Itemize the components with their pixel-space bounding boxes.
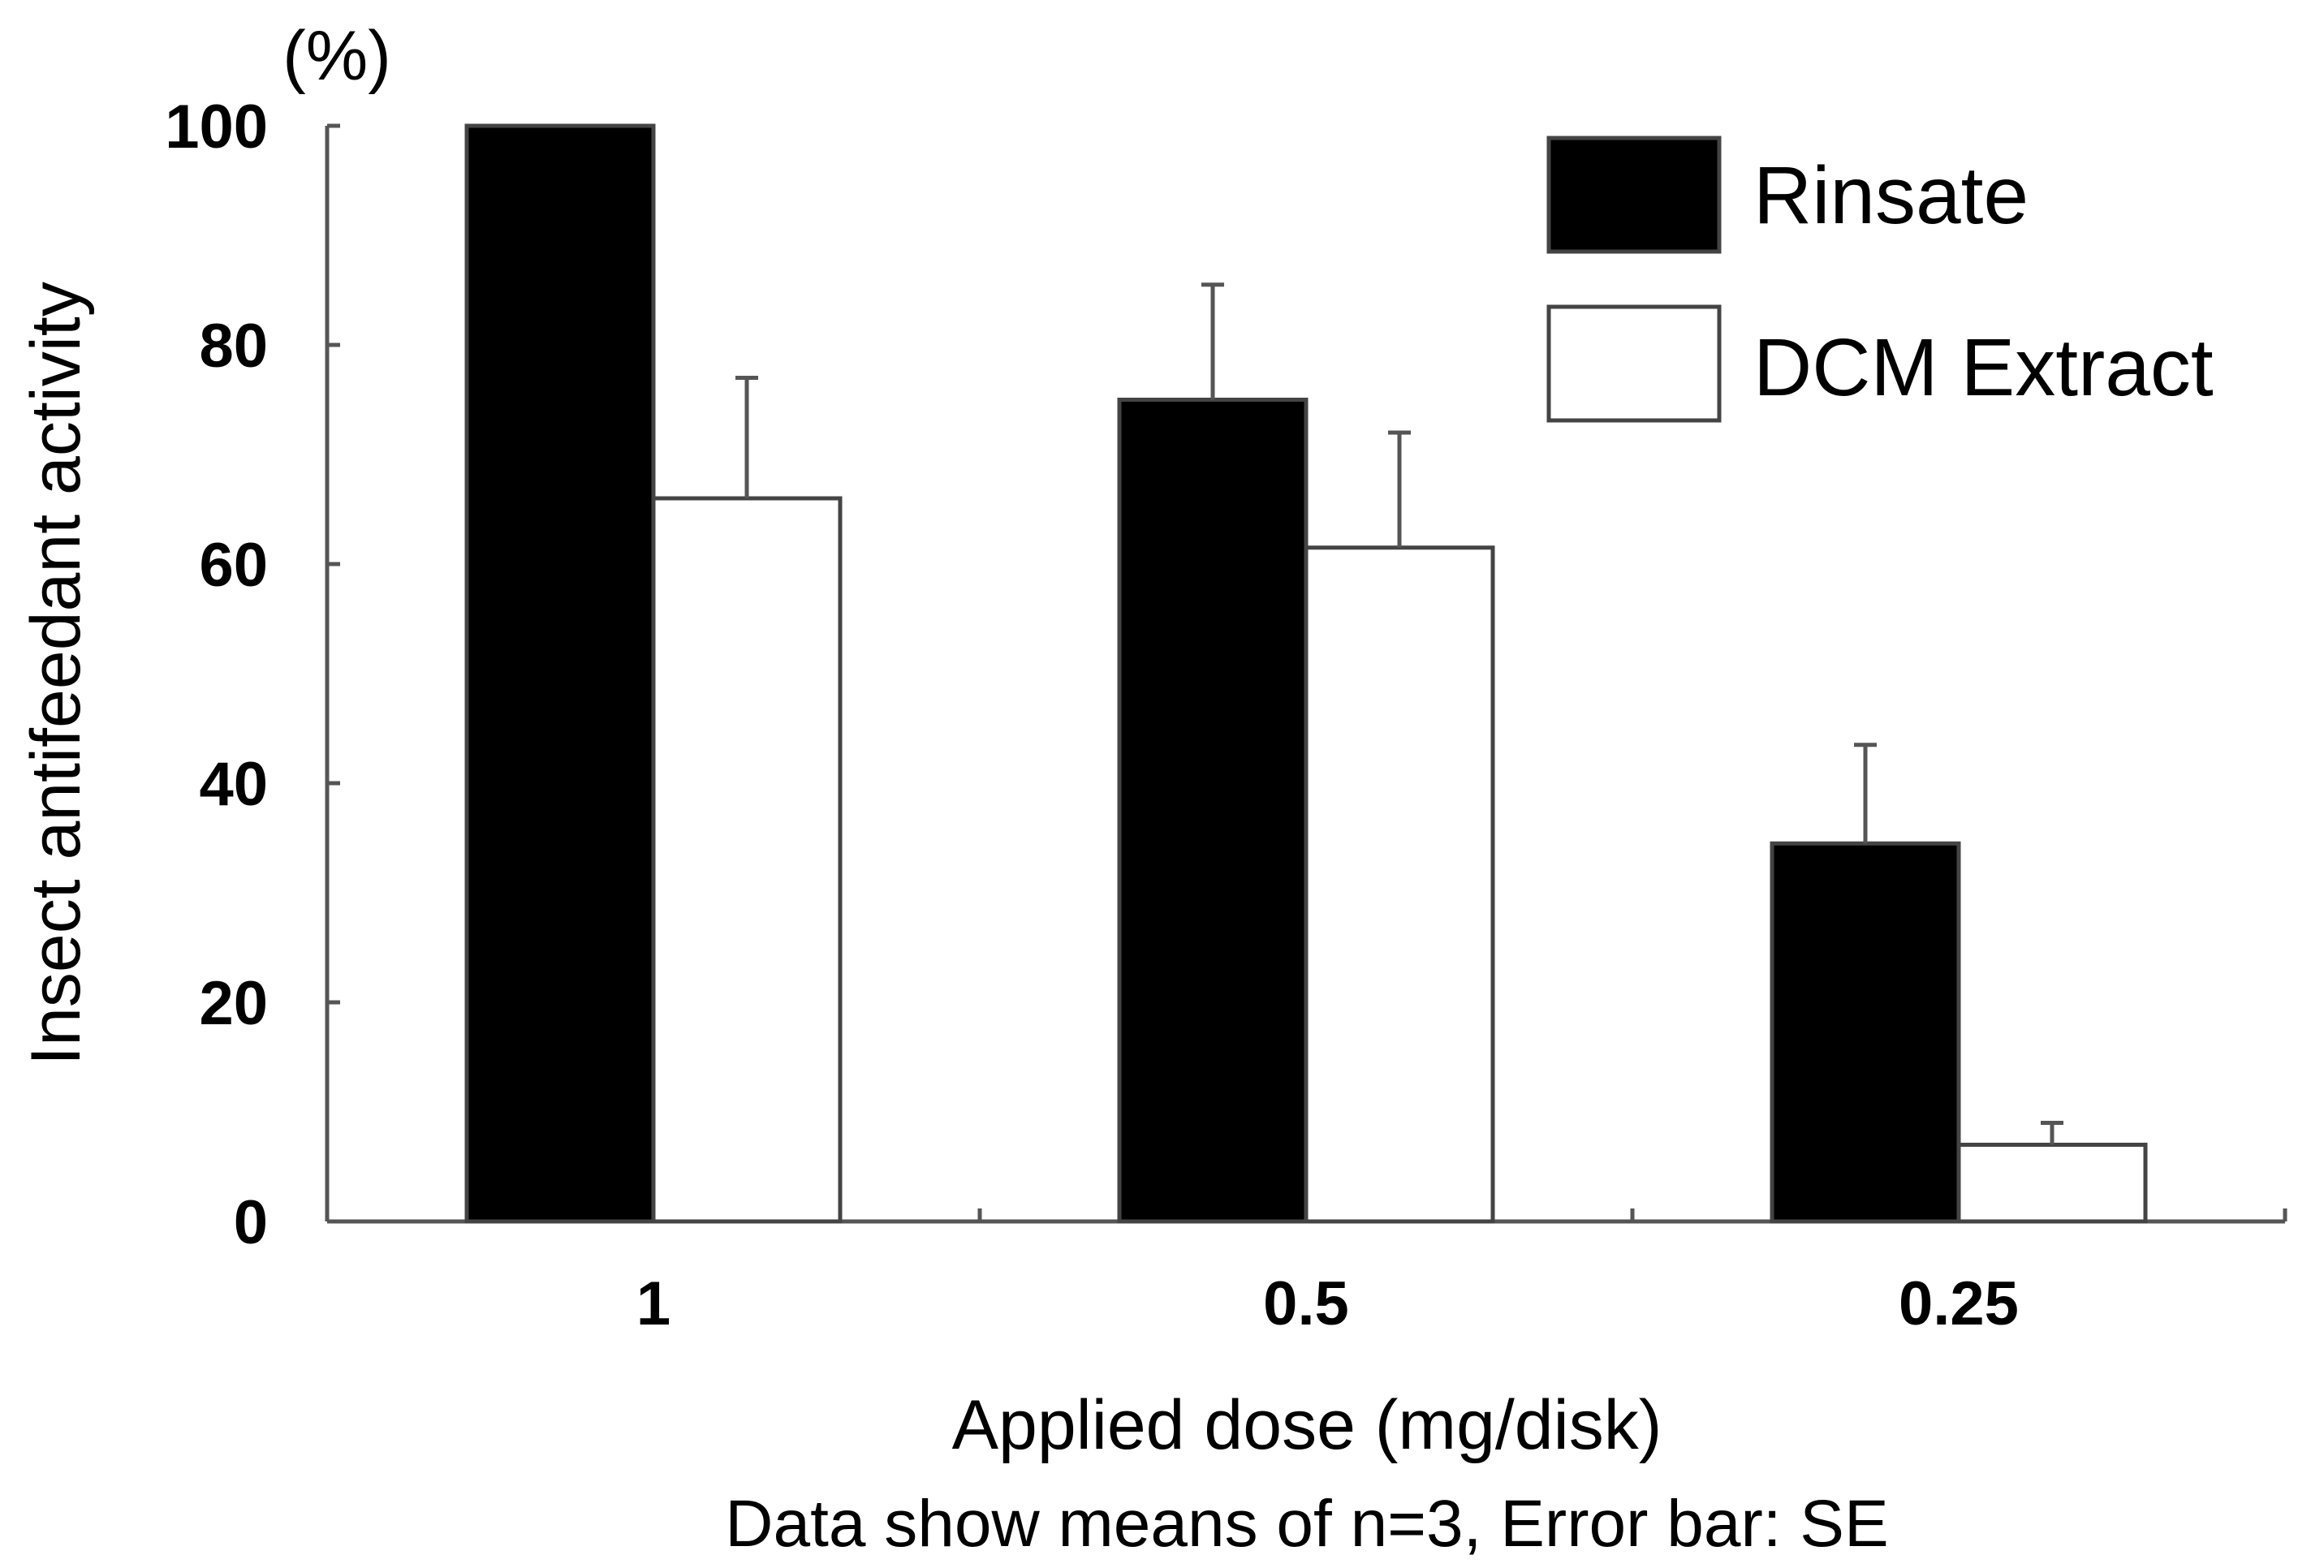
y-axis-title: Insect antifeedant activity xyxy=(17,282,95,1066)
bar-rinsate-1 xyxy=(464,123,656,1224)
legend-label-dcm-extract: DCM Extract xyxy=(1753,322,2214,413)
y-tick-label: 0 xyxy=(234,1188,268,1257)
bar-dcm-extract-1 xyxy=(651,496,843,1224)
y-tick-label: 40 xyxy=(199,750,268,819)
bar-dcm-extract-0-25 xyxy=(1956,1143,2148,1224)
legend-swatch-rinsate xyxy=(1546,136,1722,254)
x-axis-title: Applied dose (mg/disk) xyxy=(952,1386,1662,1464)
bar-dcm-extract-0-5 xyxy=(1304,545,1495,1224)
bar-rinsate-0-25 xyxy=(1770,841,1961,1224)
y-tick-label: 20 xyxy=(199,969,268,1038)
x-tick-label-1: 1 xyxy=(636,1269,670,1338)
y-unit-label: (%) xyxy=(282,17,391,95)
legend-label-rinsate: Rinsate xyxy=(1753,150,2029,241)
y-tick-label: 60 xyxy=(199,531,268,600)
y-tick-label: 100 xyxy=(165,93,268,162)
bar-rinsate-0-5 xyxy=(1117,398,1309,1224)
x-tick-label-0-5: 0.5 xyxy=(1263,1269,1349,1338)
legend: Rinsate DCM Extract xyxy=(1546,136,2214,423)
legend-swatch-dcm-extract xyxy=(1546,304,1722,423)
y-tick-label: 80 xyxy=(199,312,268,381)
chart-note: Data show means of n=3, Error bar: SE xyxy=(725,1487,1888,1561)
x-tick-label-0-25: 0.25 xyxy=(1899,1269,2019,1338)
